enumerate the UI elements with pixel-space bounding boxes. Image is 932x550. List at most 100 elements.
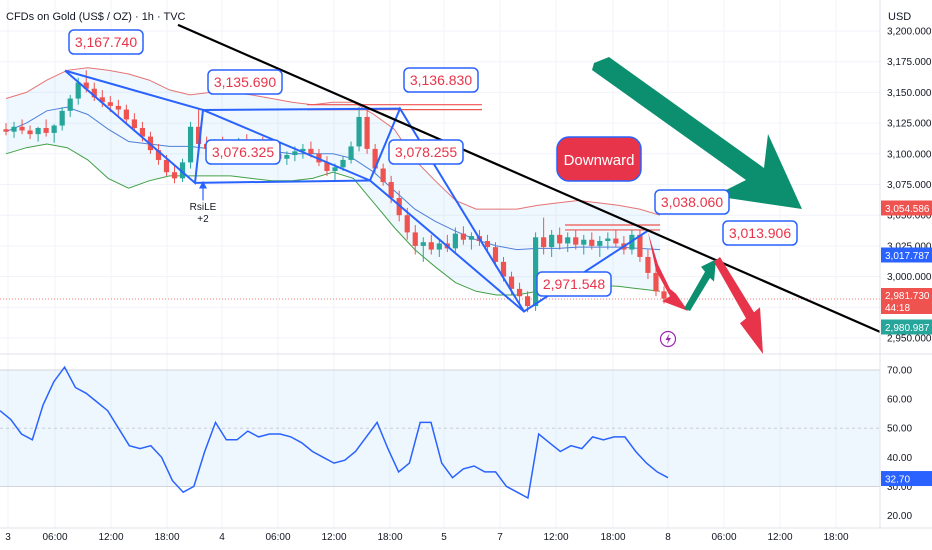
- candle-body[interactable]: [107, 102, 113, 106]
- candle-body[interactable]: [573, 237, 579, 245]
- candle-body[interactable]: [11, 126, 17, 132]
- candle-body[interactable]: [661, 291, 667, 299]
- candle-body[interactable]: [605, 238, 611, 241]
- price-label: 2,981.730: [885, 291, 930, 302]
- x-tick-label: 18:00: [823, 532, 848, 543]
- candle-body[interactable]: [75, 82, 81, 99]
- candle-body[interactable]: [187, 126, 194, 163]
- candle-body[interactable]: [492, 247, 499, 262]
- downward-callout-text: Downward: [564, 152, 635, 169]
- candle-body[interactable]: [284, 155, 290, 159]
- y-tick-label: 3,075.000: [887, 180, 932, 191]
- x-tick-label: 5: [441, 532, 447, 543]
- candle-body[interactable]: [436, 243, 442, 250]
- annotation-box: [536, 271, 612, 297]
- candle-body[interactable]: [388, 182, 394, 199]
- annotation-label: 2,971.548: [543, 276, 605, 292]
- annotation-label: 3,013.906: [729, 225, 791, 241]
- candle-body[interactable]: [51, 125, 57, 133]
- candle-body[interactable]: [524, 296, 531, 307]
- candle-body[interactable]: [332, 167, 338, 171]
- candle-body[interactable]: [412, 232, 418, 246]
- candle-body[interactable]: [179, 162, 186, 179]
- candle-body[interactable]: [163, 159, 170, 173]
- pattern-line: [64, 69, 204, 111]
- candle-body[interactable]: [372, 148, 378, 169]
- candle-body[interactable]: [452, 233, 458, 249]
- candle-body[interactable]: [420, 242, 426, 246]
- candle-body[interactable]: [516, 288, 523, 297]
- candle-body[interactable]: [83, 82, 89, 89]
- candle-body[interactable]: [123, 109, 129, 120]
- candle-body[interactable]: [139, 128, 146, 137]
- candle-body[interactable]: [19, 126, 25, 131]
- candle-body[interactable]: [637, 234, 643, 257]
- candle-body[interactable]: [468, 236, 475, 240]
- bollinger-upper: [5, 67, 661, 216]
- candle-body[interactable]: [428, 242, 434, 250]
- candle-body[interactable]: [380, 168, 386, 183]
- candle-body[interactable]: [533, 237, 539, 307]
- y-tick-label: 3,025.000: [887, 241, 932, 252]
- annotation-label: 3,167.740: [75, 34, 137, 50]
- candle-body[interactable]: [508, 276, 515, 289]
- x-tick-label: 3: [5, 532, 11, 543]
- candle-body[interactable]: [300, 148, 306, 152]
- annotation-box: [388, 139, 464, 165]
- candle-body[interactable]: [195, 126, 202, 144]
- candle-body[interactable]: [308, 148, 314, 154]
- candle-body[interactable]: [356, 116, 362, 147]
- candle-body[interactable]: [171, 172, 178, 179]
- rsi-y-tick-label: 50.00: [887, 424, 912, 435]
- candle-body[interactable]: [549, 234, 555, 248]
- price-label-box: [881, 319, 932, 335]
- candle-body[interactable]: [581, 239, 587, 245]
- signal-count: +2: [197, 214, 209, 225]
- candle-body[interactable]: [404, 215, 410, 233]
- candles[interactable]: [3, 70, 667, 313]
- candle-body[interactable]: [115, 105, 121, 110]
- candle-body[interactable]: [155, 150, 162, 160]
- annotation-box: [403, 67, 479, 93]
- candle-body[interactable]: [613, 238, 619, 244]
- candle-body[interactable]: [364, 116, 370, 149]
- candle-body[interactable]: [597, 240, 603, 246]
- rsi-pane[interactable]: [0, 365, 880, 500]
- candle-body[interactable]: [340, 159, 346, 168]
- y-tick-label: 3,175.000: [887, 57, 932, 68]
- candle-body[interactable]: [43, 128, 49, 133]
- candle-body[interactable]: [292, 151, 298, 156]
- candle-body[interactable]: [645, 256, 651, 273]
- candle-body[interactable]: [35, 128, 41, 135]
- candle-body[interactable]: [324, 162, 330, 171]
- small-green-arrow: [684, 259, 716, 311]
- candle-body[interactable]: [653, 272, 659, 292]
- candle-body[interactable]: [27, 130, 33, 135]
- downtrend-line[interactable]: [177, 23, 881, 333]
- candle-body[interactable]: [484, 240, 491, 248]
- annotation-label: 3,076.325: [212, 144, 274, 160]
- candle-body[interactable]: [565, 237, 571, 244]
- annotation-label: 3,078.255: [395, 144, 457, 160]
- trendline[interactable]: [177, 23, 881, 333]
- candle-body[interactable]: [91, 88, 97, 98]
- rsi-line[interactable]: [0, 365, 669, 500]
- candle-body[interactable]: [500, 261, 507, 277]
- x-tick-label: 06:00: [42, 532, 67, 543]
- candle-body[interactable]: [59, 110, 65, 126]
- candle-body[interactable]: [67, 98, 73, 111]
- annotation-box: [207, 69, 283, 95]
- candle-body[interactable]: [589, 239, 595, 246]
- candle-body[interactable]: [131, 119, 137, 129]
- candle-body[interactable]: [460, 233, 466, 240]
- currency-label[interactable]: USD: [888, 11, 911, 23]
- candle-body[interactable]: [541, 237, 547, 248]
- candle-body[interactable]: [557, 234, 563, 244]
- candle-body[interactable]: [3, 129, 9, 132]
- candle-body[interactable]: [99, 97, 105, 103]
- candle-body[interactable]: [348, 146, 354, 160]
- lightning-icon[interactable]: [659, 330, 677, 348]
- x-tick-label: 18:00: [377, 532, 402, 543]
